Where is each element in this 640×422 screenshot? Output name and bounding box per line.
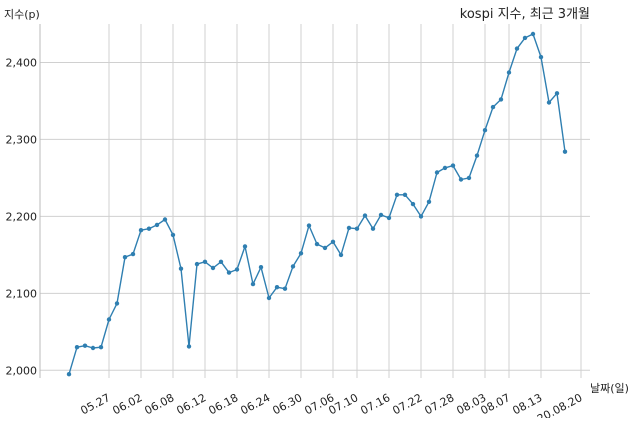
x-tick-label: 07.28 [422,391,456,417]
data-point [162,217,168,222]
data-point [338,252,344,258]
data-point [114,301,120,306]
x-tick-label: 06.30 [270,391,304,417]
x-tick-label: 06.08 [142,391,176,417]
data-point [146,226,152,231]
data-point [138,228,144,233]
data-point [106,317,112,322]
data-point [466,175,472,181]
data-point [178,266,184,271]
data-point [210,265,216,271]
data-point [378,212,384,218]
data-point [290,264,296,269]
data-point [474,153,480,158]
x-tick-label: 07.22 [390,391,424,417]
data-point [74,345,80,350]
data-point [554,91,560,96]
data-point [346,225,352,231]
data-point [410,201,416,207]
data-point [242,244,248,249]
y-tick-label: 2,400 [6,56,38,69]
data-point [130,251,136,257]
data-point [154,222,160,228]
data-point [490,104,496,110]
data-point [362,213,368,218]
data-point [330,239,336,244]
data-point [482,128,488,133]
grid-lines [40,24,590,378]
data-point [314,241,320,247]
data-point [370,226,376,231]
data-point [202,259,208,264]
data-point [66,372,72,377]
data-point [322,245,328,251]
chart-title: kospi 지수, 최근 3개월 [460,7,590,22]
data-point [506,70,512,75]
y-axis-label: 지수(p) [4,8,40,21]
data-point [218,259,224,264]
data-point [250,281,256,287]
data-point [274,285,280,290]
x-axis-label: 날짜(일) [590,381,629,395]
x-tick-label: 06.12 [174,391,208,417]
data-point [186,344,192,349]
data-point [538,54,544,60]
data-point [258,265,264,270]
data-point [562,149,568,154]
x-tick-label: 06.02 [110,391,144,417]
data-point [402,192,408,197]
series-line [68,33,566,375]
data-point [514,46,520,51]
x-tick-label: 06.18 [206,391,240,417]
x-tick-label: 06.24 [238,391,272,417]
series-layer [66,31,568,377]
data-point [426,199,432,204]
data-point [522,35,528,41]
data-point [498,97,504,102]
tick-labels: 2,000 2,100 2,200 2,300 2,400 05.2706.0206.08… [6,56,585,422]
data-point [458,177,464,182]
y-tick-label: 2,000 [6,364,38,377]
data-point [122,255,128,260]
data-point [82,343,88,348]
x-tick-label: 05.27 [78,391,112,417]
data-point [170,232,176,238]
data-point [434,170,440,175]
data-point [226,270,232,275]
y-tick-label: 2,100 [6,287,38,300]
data-point [282,286,288,291]
data-point [234,267,240,272]
data-point [90,345,96,351]
data-point [450,163,456,168]
data-point [354,226,360,231]
y-tick-label: 2,200 [6,210,38,223]
data-point [394,192,400,197]
data-point [546,100,552,105]
data-point [306,223,312,228]
data-point [98,345,104,350]
data-point [530,31,536,37]
x-tick-label: 07.16 [358,391,392,417]
data-point [386,215,392,221]
data-point [298,251,304,256]
x-tick-label: 20.08.20 [535,391,584,418]
data-point [194,261,200,267]
data-point [418,214,424,219]
data-point [266,295,272,301]
data-point [442,165,448,171]
y-tick-label: 2,300 [6,133,38,146]
